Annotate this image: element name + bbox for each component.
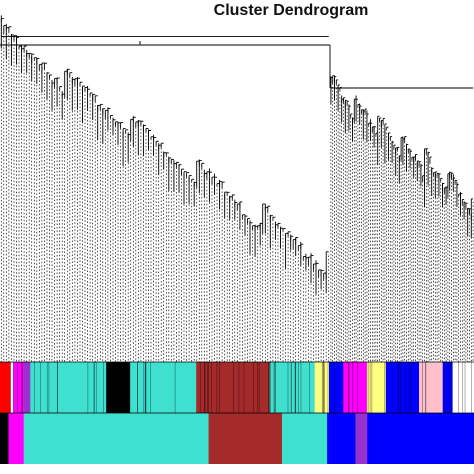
color-track-segment — [442, 362, 453, 413]
color-track-segment — [327, 413, 356, 464]
color-track-segment — [13, 362, 25, 413]
color-track-segment — [367, 413, 474, 464]
color-track-segment — [0, 413, 9, 464]
color-track-segment — [0, 362, 11, 413]
module-color-tracks — [0, 361, 474, 464]
color-track-segment — [10, 362, 14, 413]
color-track-segment — [385, 362, 420, 413]
dendrogram-tree — [0, 15, 474, 362]
color-track-segment — [269, 362, 316, 413]
color-track-segment — [329, 362, 344, 413]
color-track-segment — [419, 362, 444, 413]
color-track-segment — [129, 362, 197, 413]
color-track-segment — [106, 362, 131, 413]
color-track-segment — [208, 413, 283, 464]
color-track-segment — [23, 413, 210, 464]
color-track-segment — [343, 362, 368, 413]
color-track-segment — [366, 362, 387, 413]
color-track-segment — [30, 362, 107, 413]
color-track-segment — [282, 413, 328, 464]
color-track-segment — [355, 413, 368, 464]
color-track-segment — [8, 413, 25, 464]
chart-title: Cluster Dendrogram — [213, 2, 369, 19]
color-track-segment — [23, 362, 31, 413]
